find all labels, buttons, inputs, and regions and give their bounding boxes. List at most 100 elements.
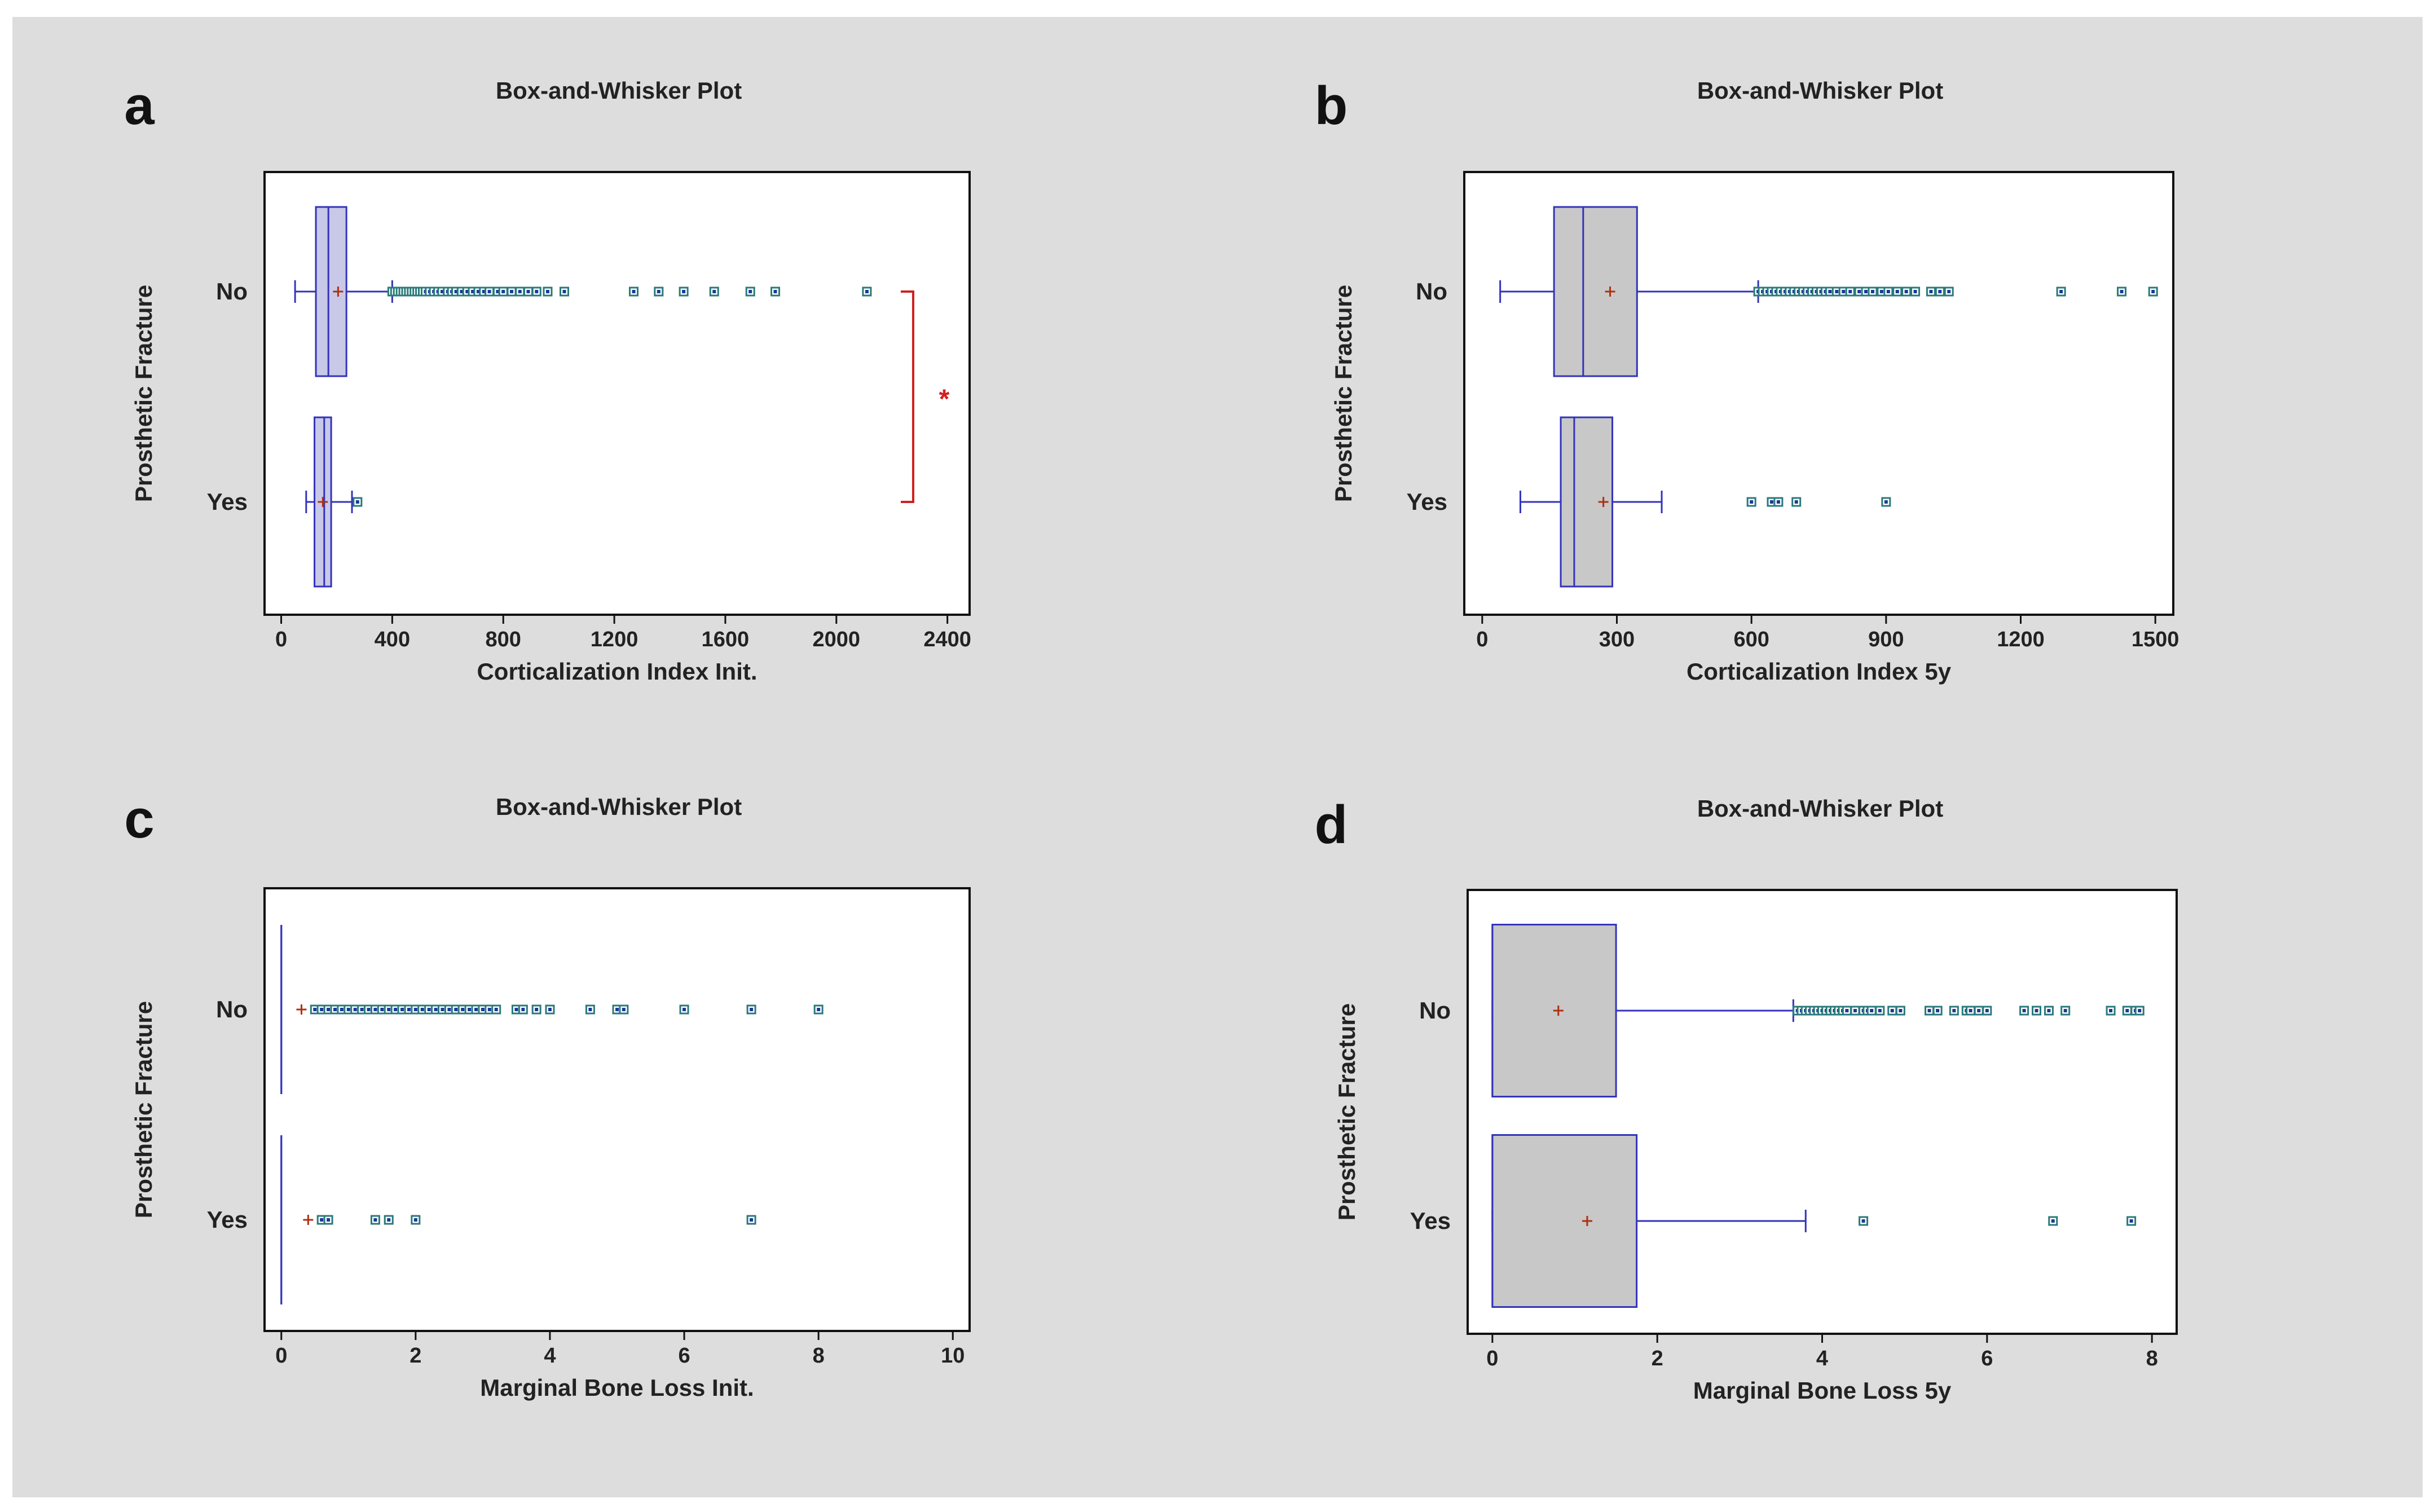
outlier-center <box>1870 290 1874 293</box>
x-tick-label: 6 <box>1981 1347 1993 1370</box>
mean-marker <box>296 1004 307 1015</box>
x-axis-label: Marginal Bone Loss Init. <box>480 1374 754 1401</box>
outlier-center <box>2051 1219 2055 1223</box>
x-tick-label: 1200 <box>1997 628 2045 651</box>
x-tick-label: 400 <box>375 628 410 651</box>
outlier-center <box>2022 1009 2026 1012</box>
outlier-center <box>454 290 458 293</box>
significance-bracket: * <box>901 290 950 503</box>
y-axis-label: Prosthetic Fracture <box>1333 1003 1360 1220</box>
outlier-center <box>487 1008 491 1011</box>
x-tick-label: 300 <box>1599 628 1635 651</box>
outlier-center <box>1835 290 1839 293</box>
box-no <box>1491 924 2145 1097</box>
box-no <box>1499 206 2158 377</box>
outlier-center <box>2120 290 2124 293</box>
panel-b: b Box-and-Whisker Plot 0 300 600 900 1200 1500 C… <box>1315 76 2179 685</box>
outlier-center <box>1977 1009 1981 1012</box>
outlier-center <box>2109 1009 2113 1012</box>
x-tick-label: 10 <box>941 1344 965 1368</box>
outlier-center <box>750 1008 754 1011</box>
outlier-center <box>622 1008 626 1011</box>
outlier-center <box>1895 290 1899 293</box>
x-tick-label: 8 <box>2146 1347 2158 1370</box>
panel-letter: d <box>1315 795 1348 855</box>
outlier-center <box>1947 290 1951 293</box>
x-tick-label: 2 <box>409 1344 421 1368</box>
box-yes <box>280 1135 756 1304</box>
outlier-center <box>420 1008 424 1011</box>
outlier-center <box>440 290 444 293</box>
outlier-center <box>535 290 539 293</box>
outlier-center <box>465 290 469 293</box>
outlier-center <box>333 1008 337 1011</box>
category-label: No <box>1419 997 1451 1024</box>
outlier-center <box>468 1008 472 1011</box>
outlier-center <box>657 290 661 293</box>
outlier-center <box>2129 1219 2133 1223</box>
outlier-center <box>441 1008 444 1011</box>
mean-marker <box>1582 1216 1592 1226</box>
outlier-center <box>1828 290 1832 293</box>
chart-title: Box-and-Whisker Plot <box>1697 795 1943 822</box>
outlier-center <box>320 1008 324 1011</box>
outlier-center <box>355 500 359 504</box>
outlier-center <box>407 1008 411 1011</box>
iqr-box <box>1491 1134 1638 1308</box>
outlier-center <box>1927 1009 1931 1012</box>
outlier-center <box>1750 500 1754 504</box>
outlier-center <box>1899 1009 1903 1012</box>
x-tick-label: 6 <box>678 1344 690 1368</box>
panel-a: a Box-and-Whisker Plot 0 400 800 1200 1600 2000… <box>124 76 971 685</box>
outlier-center <box>367 1008 371 1011</box>
x-tick-label: 0 <box>1476 628 1488 651</box>
category-label: Yes <box>207 1206 248 1233</box>
x-tick-label: 8 <box>813 1344 825 1368</box>
outlier-center <box>1938 290 1942 293</box>
outlier-center <box>474 1008 478 1011</box>
outlier-center <box>712 290 716 293</box>
outlier-center <box>427 1008 431 1011</box>
y-axis-label: Prosthetic Fracture <box>130 1001 157 1218</box>
outlier-center <box>434 1008 438 1011</box>
category-label: Yes <box>1407 488 1447 515</box>
outlier-center <box>387 1008 391 1011</box>
outlier-center <box>521 1008 525 1011</box>
outlier-center <box>1985 1009 1989 1012</box>
x-tick-label: 2 <box>1652 1347 1663 1370</box>
box-yes <box>305 416 363 588</box>
outlier-center <box>494 1008 498 1011</box>
outlier-center <box>1769 500 1773 504</box>
mean-marker <box>318 497 328 507</box>
outlier-center <box>682 290 686 293</box>
outlier-center <box>1904 290 1908 293</box>
outlier-center <box>496 290 500 293</box>
y-axis-label: Prosthetic Fracture <box>1330 285 1357 502</box>
box-no <box>294 206 872 377</box>
outlier-center <box>1853 1009 1857 1012</box>
outlier-center <box>2035 1009 2038 1012</box>
plot-area <box>263 887 971 1332</box>
outlier-center <box>481 1008 485 1011</box>
outlier-center <box>340 1008 344 1011</box>
category-label: No <box>216 996 248 1022</box>
outlier-center <box>400 1008 404 1011</box>
category-label: Yes <box>1410 1207 1451 1234</box>
panel-letter: c <box>124 789 154 849</box>
box-yes <box>1491 1134 2137 1308</box>
outlier-center <box>1884 500 1888 504</box>
outlier-center <box>353 1008 357 1011</box>
outlier-center <box>1878 1009 1882 1012</box>
x-tick-label: 1600 <box>702 628 750 651</box>
panel-c: c Box-and-Whisker Plot 0 2 4 6 8 10 Marginal Bon… <box>124 789 971 1401</box>
outlier-center <box>2047 1009 2051 1012</box>
chart-title: Box-and-Whisker Plot <box>1697 77 1943 104</box>
outlier-center <box>380 1008 384 1011</box>
plot-area <box>263 171 971 616</box>
outlier-center <box>413 1218 417 1222</box>
mean-marker <box>1553 1006 1564 1016</box>
outlier-center <box>360 1008 364 1011</box>
outlier-center <box>460 290 464 293</box>
outlier-center <box>1857 290 1861 293</box>
outlier-center <box>1886 290 1890 293</box>
